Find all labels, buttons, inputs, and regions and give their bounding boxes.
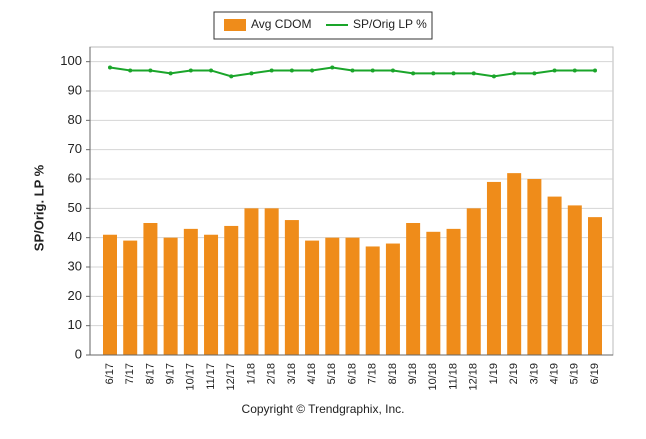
x-tick-label: 3/18 bbox=[286, 363, 298, 384]
x-tick-label: 1/19 bbox=[488, 363, 500, 384]
bar bbox=[103, 234, 117, 355]
bar bbox=[365, 246, 380, 355]
line-marker bbox=[188, 68, 193, 73]
y-tick-label: 80 bbox=[68, 112, 82, 127]
x-tick-label: 2/18 bbox=[266, 363, 278, 384]
y-tick-label: 100 bbox=[60, 53, 82, 68]
bar bbox=[345, 237, 360, 355]
x-tick-label: 11/17 bbox=[205, 363, 217, 390]
line-marker bbox=[148, 68, 153, 73]
y-tick-label: 0 bbox=[75, 346, 82, 361]
bar bbox=[588, 217, 602, 355]
bar bbox=[446, 228, 461, 355]
line-marker bbox=[532, 71, 537, 76]
line-marker bbox=[512, 71, 517, 76]
y-tick-label: 40 bbox=[68, 229, 82, 244]
line-marker bbox=[128, 68, 133, 73]
footer: Copyright © Trendgraphix, Inc. bbox=[242, 402, 405, 416]
y-tick-label: 10 bbox=[68, 317, 82, 332]
bar bbox=[406, 223, 421, 355]
bar bbox=[486, 181, 501, 355]
line-marker bbox=[168, 71, 173, 76]
bar bbox=[325, 237, 340, 355]
bar bbox=[163, 237, 178, 355]
line-marker bbox=[431, 71, 436, 76]
line-marker bbox=[552, 68, 557, 73]
bar bbox=[426, 231, 441, 355]
bar bbox=[264, 208, 279, 355]
line-marker bbox=[108, 65, 112, 70]
x-tick-label: 4/19 bbox=[548, 363, 560, 384]
y-tick-label: 50 bbox=[68, 200, 82, 215]
x-tick-label: 4/18 bbox=[306, 363, 318, 384]
line-marker bbox=[310, 68, 315, 73]
line-marker bbox=[370, 68, 375, 73]
bar bbox=[284, 220, 299, 355]
x-tick-label: 6/18 bbox=[346, 363, 358, 384]
bar bbox=[567, 205, 582, 355]
y-tick-label: 20 bbox=[68, 288, 82, 303]
x-tick-label: 7/18 bbox=[367, 363, 379, 384]
line-marker bbox=[471, 71, 476, 76]
x-tick-label: 12/18 bbox=[468, 363, 480, 391]
x-tick-label: 6/19 bbox=[589, 363, 601, 384]
x-tick-label: 5/18 bbox=[326, 363, 338, 384]
line-marker bbox=[289, 68, 294, 73]
x-tick-label: 5/19 bbox=[569, 363, 581, 384]
bar bbox=[204, 234, 219, 355]
x-tick-label: 6/17 bbox=[104, 363, 116, 384]
x-tick-label: 8/18 bbox=[387, 363, 399, 384]
bar bbox=[143, 223, 158, 355]
bar bbox=[305, 240, 320, 355]
x-tick-label: 1/18 bbox=[245, 363, 257, 384]
x-tick-label: 7/17 bbox=[124, 363, 136, 384]
y-tick-label: 90 bbox=[68, 82, 82, 97]
legend-label: SP/Orig LP % bbox=[353, 17, 427, 31]
bar bbox=[224, 225, 239, 355]
x-tick-label: 8/17 bbox=[144, 363, 156, 384]
bar bbox=[183, 228, 198, 355]
y-tick-label: 60 bbox=[68, 170, 82, 185]
y-tick-label: 30 bbox=[68, 258, 82, 273]
y-tick-label: 70 bbox=[68, 141, 82, 156]
x-tick-label: 10/17 bbox=[185, 363, 197, 391]
line-marker bbox=[209, 68, 214, 73]
line-marker bbox=[390, 68, 395, 73]
line-marker bbox=[411, 71, 416, 76]
bar bbox=[527, 179, 542, 355]
line-marker bbox=[249, 71, 254, 76]
y-axis-title: SP/Orig. LP % bbox=[31, 164, 46, 251]
x-tick-label: 11/18 bbox=[447, 363, 459, 390]
x-tick-label: 10/18 bbox=[427, 363, 439, 391]
legend-label: Avg CDOM bbox=[251, 17, 311, 31]
line-marker bbox=[269, 68, 274, 73]
bar bbox=[466, 208, 481, 355]
x-tick-label: 2/19 bbox=[508, 363, 520, 384]
bar bbox=[547, 196, 562, 355]
bar bbox=[507, 173, 522, 355]
line-marker bbox=[572, 68, 577, 73]
line-marker bbox=[491, 74, 496, 79]
x-tick-label: 9/18 bbox=[407, 363, 419, 384]
bar bbox=[385, 243, 400, 355]
line-marker bbox=[350, 68, 355, 73]
bar bbox=[123, 240, 138, 355]
x-tick-label: 3/19 bbox=[528, 363, 540, 384]
line-marker bbox=[593, 68, 597, 73]
line-marker bbox=[229, 74, 234, 79]
x-tick-label: 12/17 bbox=[225, 363, 237, 391]
legend-swatch bbox=[224, 19, 246, 31]
line-marker bbox=[330, 65, 335, 70]
bar bbox=[244, 208, 259, 355]
line-marker bbox=[451, 71, 456, 76]
legend-box bbox=[213, 11, 433, 40]
x-tick-label: 9/17 bbox=[165, 363, 177, 384]
